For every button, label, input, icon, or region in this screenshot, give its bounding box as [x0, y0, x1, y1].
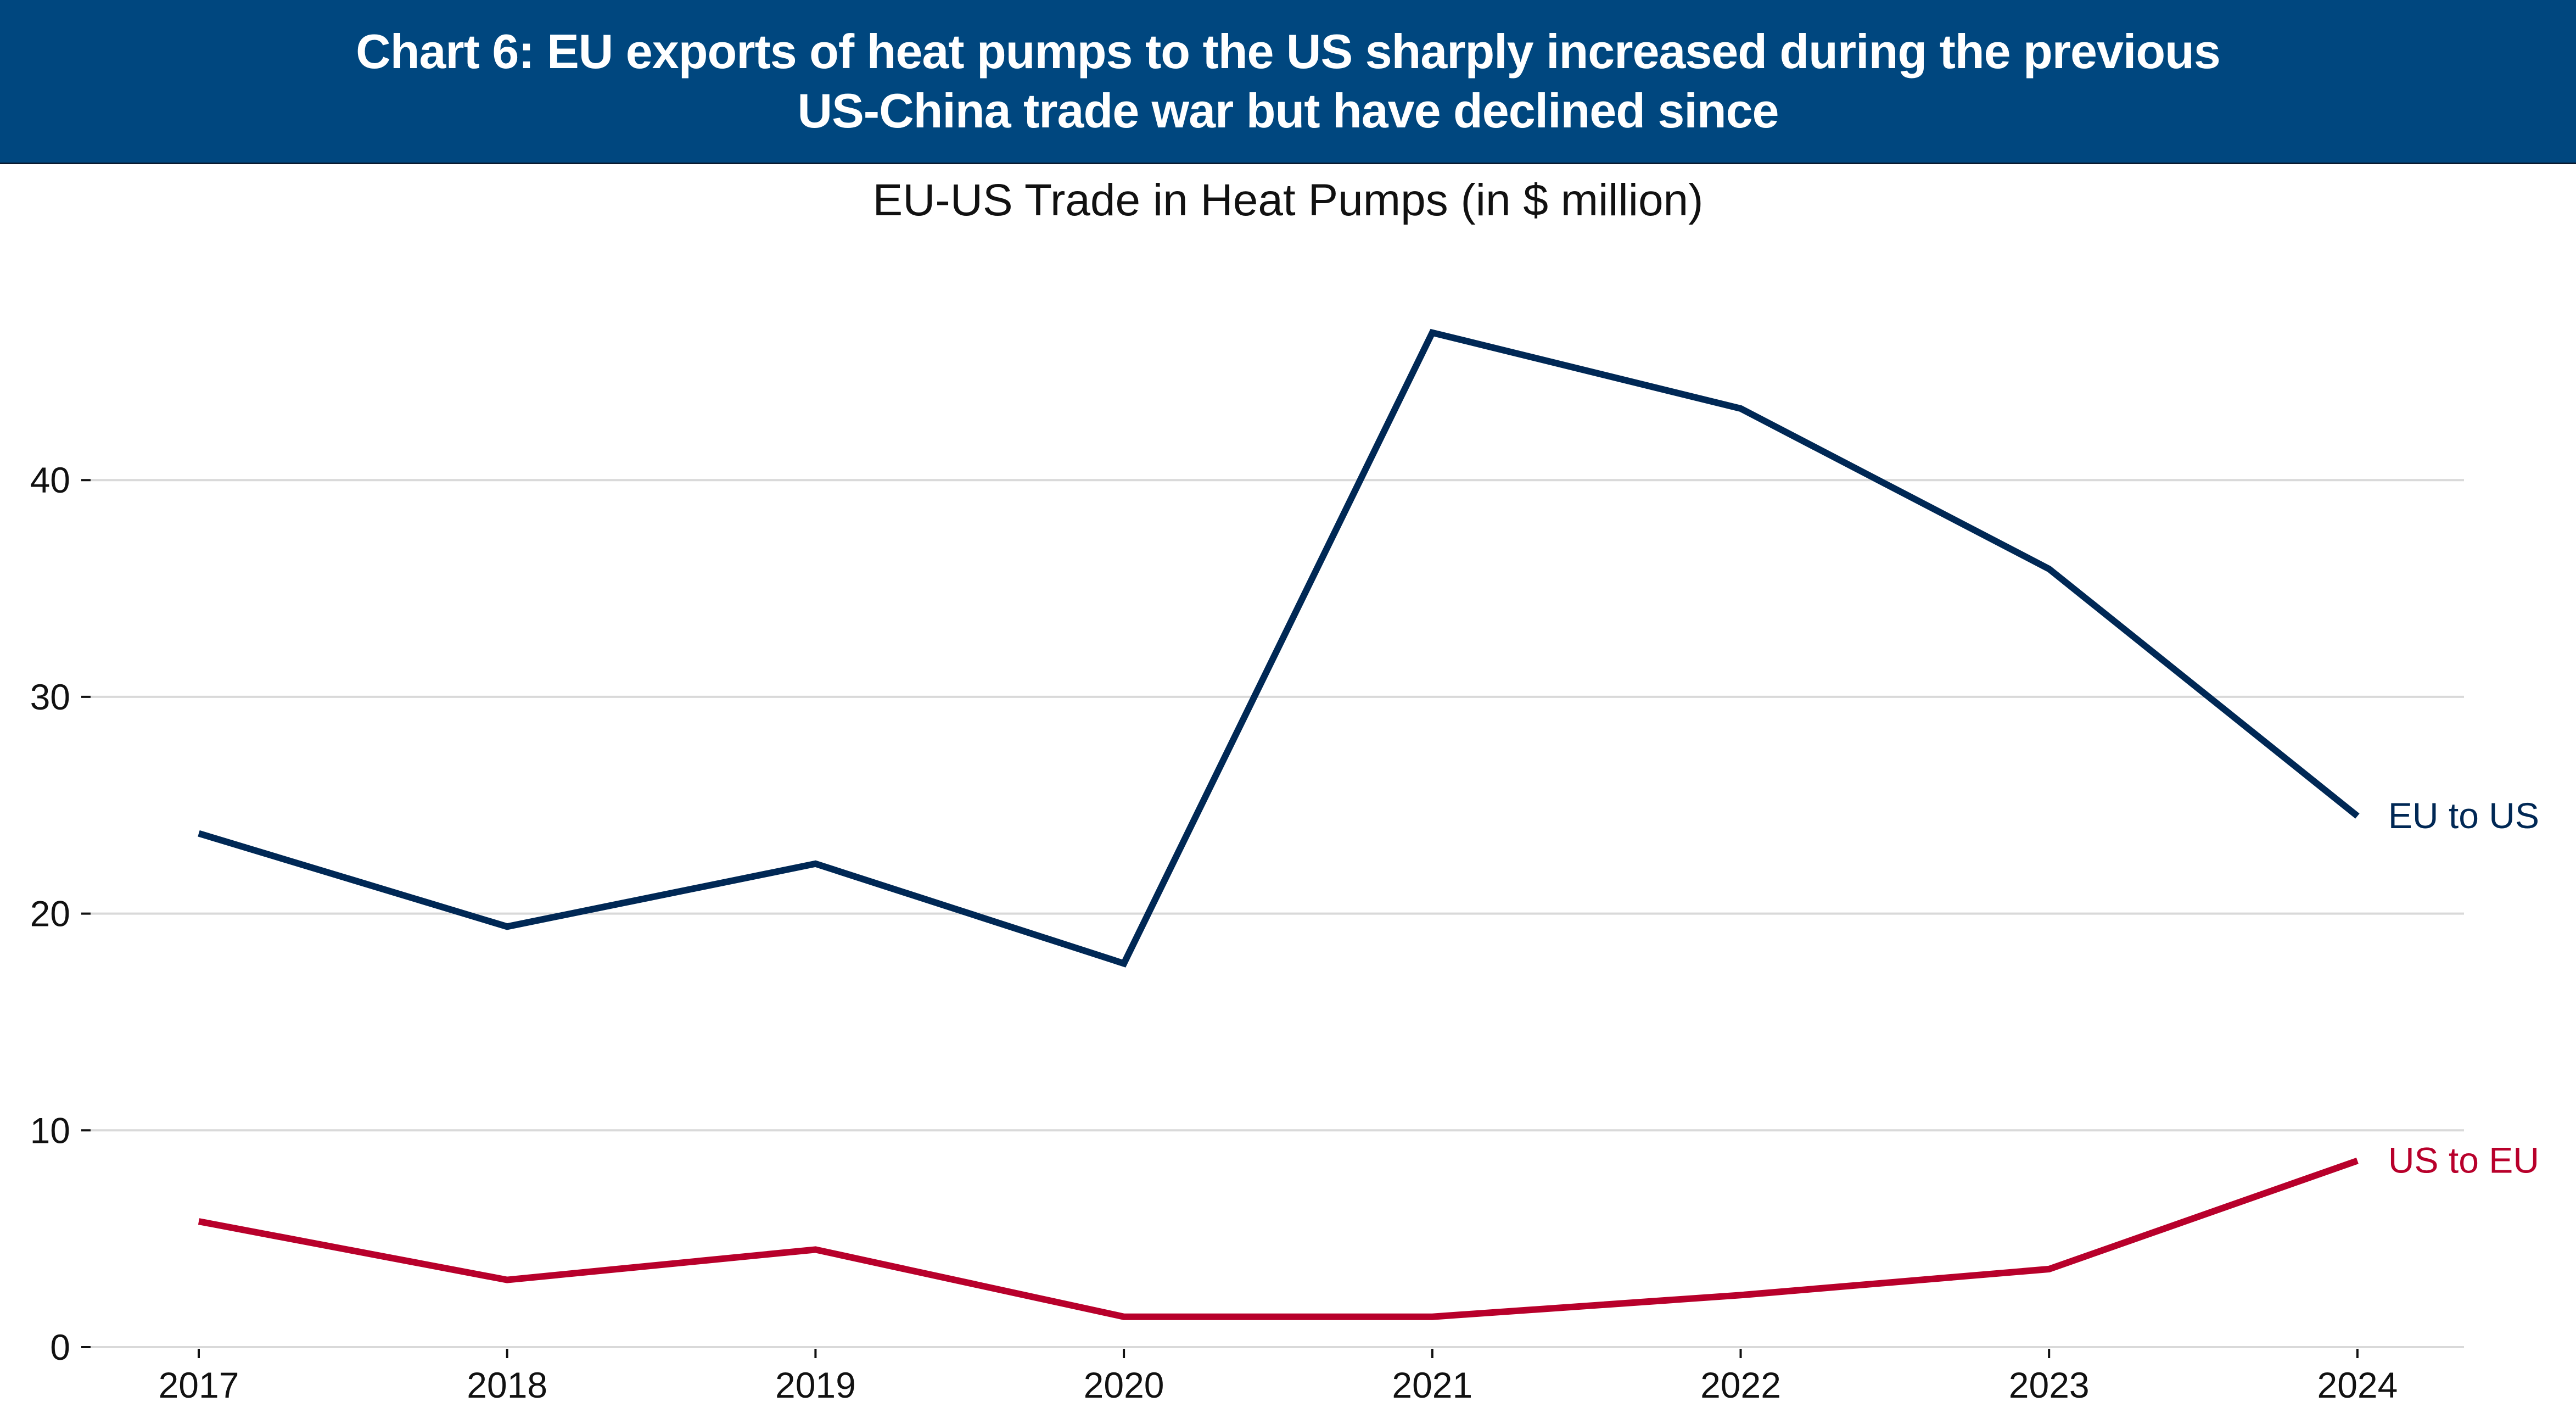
data-point-eu-to-us-2021 — [1429, 330, 1436, 336]
data-point-us-to-eu-2024 — [2354, 1158, 2361, 1164]
data-point-eu-to-us-2018 — [504, 923, 511, 930]
data-point-eu-to-us-2024 — [2354, 813, 2361, 819]
gridlines — [91, 479, 2464, 1348]
data-point-us-to-eu-2023 — [2046, 1266, 2052, 1272]
y-axis: 0 10 20 30 40 — [30, 460, 91, 1367]
y-tick-label-10: 10 — [30, 1110, 70, 1151]
data-point-eu-to-us-2020 — [1121, 960, 1127, 967]
x-tick-label-2019: 2019 — [775, 1365, 856, 1405]
x-tick-label-2020: 2020 — [1084, 1365, 1164, 1405]
chart-headline-line-2: US-China trade war but have declined sin… — [797, 83, 1779, 138]
y-tick-label-30: 30 — [30, 677, 70, 717]
y-tick-label-0: 0 — [50, 1327, 70, 1367]
chart-title: EU-US Trade in Heat Pumps (in $ million) — [872, 175, 1704, 225]
series-line-us-to-eu — [198, 1157, 2359, 1320]
data-point-eu-to-us-2017 — [195, 830, 202, 837]
data-point-us-to-eu-2018 — [504, 1277, 511, 1283]
data-point-us-to-eu-2021 — [1429, 1314, 1436, 1320]
x-tick-label-2018: 2018 — [467, 1365, 547, 1405]
data-point-us-to-eu-2017 — [195, 1218, 202, 1225]
x-tick-label-2021: 2021 — [1392, 1365, 1472, 1405]
chart-headline-line-1: Chart 6: EU exports of heat pumps to the… — [356, 24, 2221, 79]
data-point-us-to-eu-2019 — [812, 1246, 819, 1253]
y-tick-label-20: 20 — [30, 894, 70, 934]
data-point-us-to-eu-2022 — [1738, 1292, 1744, 1298]
header-divider — [0, 163, 2576, 164]
series-line-eu-to-us — [198, 328, 2360, 968]
data-point-us-to-eu-2020 — [1121, 1314, 1127, 1320]
series-label-us-to-eu: US to EU — [2388, 1140, 2539, 1181]
x-tick-label-2022: 2022 — [1700, 1365, 1781, 1405]
data-point-eu-to-us-2019 — [812, 861, 819, 867]
x-tick-label-2023: 2023 — [2009, 1365, 2090, 1405]
x-tick-label-2024: 2024 — [2317, 1365, 2398, 1405]
series-labels: EU to US US to EU — [2388, 795, 2539, 1181]
series-label-eu-to-us: EU to US — [2388, 795, 2539, 836]
y-tick-label-40: 40 — [30, 460, 70, 500]
series-lines — [195, 328, 2361, 1320]
data-point-eu-to-us-2023 — [2046, 566, 2052, 572]
x-axis: 2017 2018 2019 2020 2021 2022 2023 2024 — [159, 1349, 2398, 1405]
chart-header: Chart 6: EU exports of heat pumps to the… — [0, 0, 2576, 163]
x-tick-label-2017: 2017 — [159, 1365, 239, 1405]
data-point-eu-to-us-2022 — [1738, 405, 1744, 412]
